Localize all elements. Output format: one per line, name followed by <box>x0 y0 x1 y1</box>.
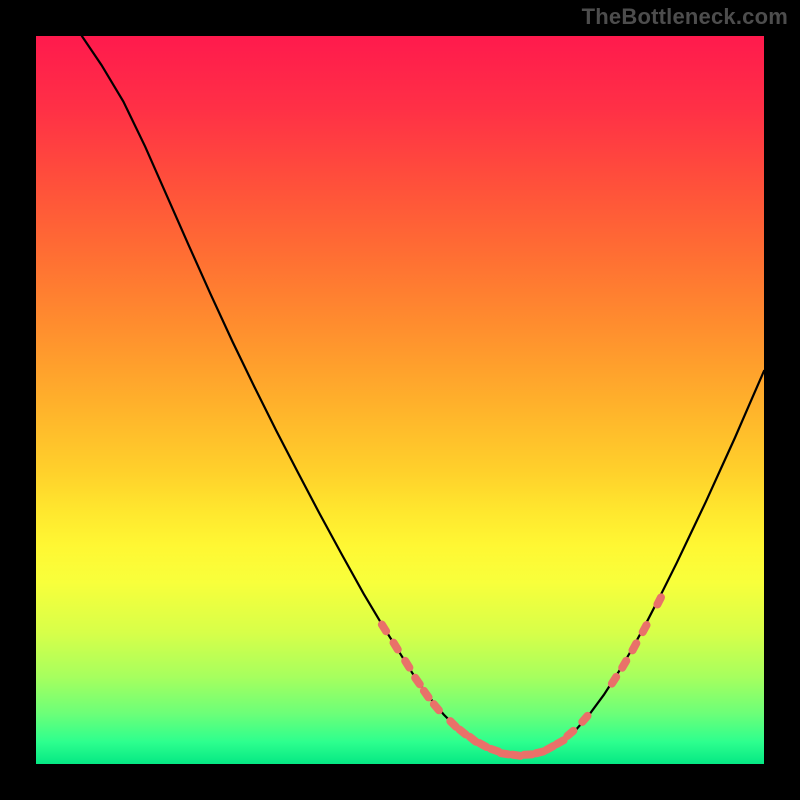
chart-frame: TheBottleneck.com <box>0 0 800 800</box>
chart-svg <box>36 36 764 764</box>
watermark-text: TheBottleneck.com <box>582 4 788 30</box>
plot-area <box>36 36 764 764</box>
